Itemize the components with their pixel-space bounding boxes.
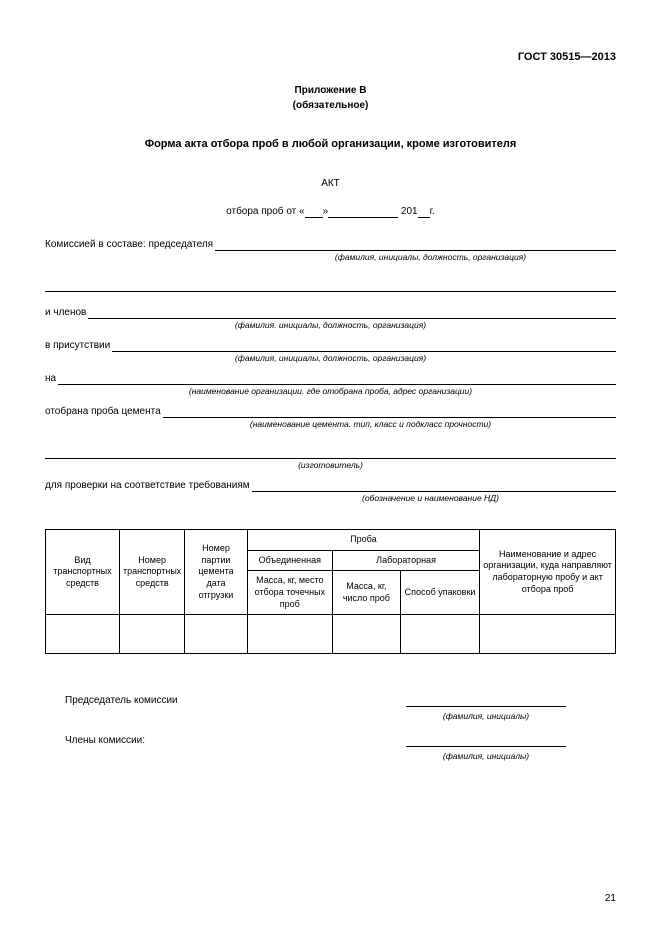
- th-mass-lab: Масса, кг, число проб: [332, 571, 400, 615]
- th-batch: Номер партии цемента дата отгрузки: [185, 529, 247, 614]
- th-pack: Способ упаковки: [400, 571, 479, 615]
- hint-chair-sign: (фамилия, инициалы): [406, 711, 566, 722]
- blank-line-1: [45, 277, 616, 292]
- page-number: 21: [605, 892, 616, 905]
- akt-date-line: отбора проб от « » 201 г.: [45, 205, 616, 218]
- date-year-prefix: 201: [401, 206, 418, 217]
- appendix-mandatory: (обязательное): [45, 99, 616, 112]
- line-members: и членов: [45, 306, 616, 319]
- hint-chairman: (фамилия, инициалы, должность, организац…: [45, 252, 616, 263]
- hint-requirements: (обозначение и наименование НД): [45, 493, 616, 504]
- blank-requirements: [252, 480, 616, 492]
- line-presence: в присутствии: [45, 339, 616, 352]
- th-orgaddr: Наименование и адрес организации, куда н…: [480, 529, 616, 614]
- th-transport: Вид транспортных средств: [46, 529, 120, 614]
- label-org: на: [45, 372, 56, 385]
- hint-presence: (фамилия, инициалы, должность, организац…: [45, 353, 616, 364]
- date-year-blank: [418, 217, 430, 218]
- th-mass-comb: Масса, кг, место отбора точечных проб: [247, 571, 332, 615]
- akt-heading: АКТ: [45, 177, 616, 190]
- hint-members: (фамилия. инициалы, должность, организац…: [45, 320, 616, 331]
- form-title: Форма акта отбора проб в любой организац…: [45, 137, 616, 151]
- date-mid: »: [323, 206, 329, 217]
- signatures-block: Председатель комиссии (фамилия, инициалы…: [45, 694, 616, 762]
- label-presence: в присутствии: [45, 339, 110, 352]
- table-row: [46, 615, 616, 654]
- date-prefix: отбора проб от «: [226, 206, 304, 217]
- th-lab: Лабораторная: [332, 550, 479, 571]
- date-suffix: г.: [430, 206, 435, 217]
- line-requirements: для проверки на соответствие требованиям: [45, 479, 616, 492]
- blank-line-2: [45, 444, 616, 459]
- th-transnum: Номер транспортных средств: [119, 529, 184, 614]
- blank-chair-sign: [406, 694, 566, 707]
- th-sample: Проба: [247, 529, 479, 550]
- date-day-blank: [305, 217, 323, 218]
- line-cement: отобрана проба цемента: [45, 405, 616, 418]
- blank-cement: [163, 406, 616, 418]
- blank-members-sign: [406, 734, 566, 747]
- line-chairman: Комиссией в составе: председателя: [45, 238, 616, 251]
- page: ГОСТ 30515—2013 Приложение В (обязательн…: [0, 0, 661, 935]
- label-chairman: Комиссией в составе: председателя: [45, 238, 213, 251]
- label-members-sign: Члены комиссии:: [45, 734, 345, 747]
- label-requirements: для проверки на соответствие требованиям: [45, 479, 250, 492]
- appendix-title: Приложение В: [45, 84, 616, 97]
- label-chair-sign: Председатель комиссии: [45, 694, 345, 707]
- blank-members: [88, 307, 616, 319]
- hint-org: (наименование организации. где отобрана …: [45, 386, 616, 397]
- label-members: и членов: [45, 306, 86, 319]
- gost-code: ГОСТ 30515—2013: [45, 50, 616, 64]
- blank-org: [58, 373, 616, 385]
- sample-table: Вид транспортных средств Номер транспорт…: [45, 529, 616, 654]
- hint-members-sign: (фамилия, инициалы): [406, 751, 566, 762]
- date-month-blank: [328, 217, 398, 218]
- line-org: на: [45, 372, 616, 385]
- th-combined: Объединенная: [247, 550, 332, 571]
- label-cement: отобрана проба цемента: [45, 405, 161, 418]
- blank-presence: [112, 340, 616, 352]
- hint-manufacturer: (изготовитель): [45, 460, 616, 471]
- hint-cement: (наименование цемента. тип, класс и подк…: [45, 419, 616, 430]
- blank-chairman: [215, 239, 616, 251]
